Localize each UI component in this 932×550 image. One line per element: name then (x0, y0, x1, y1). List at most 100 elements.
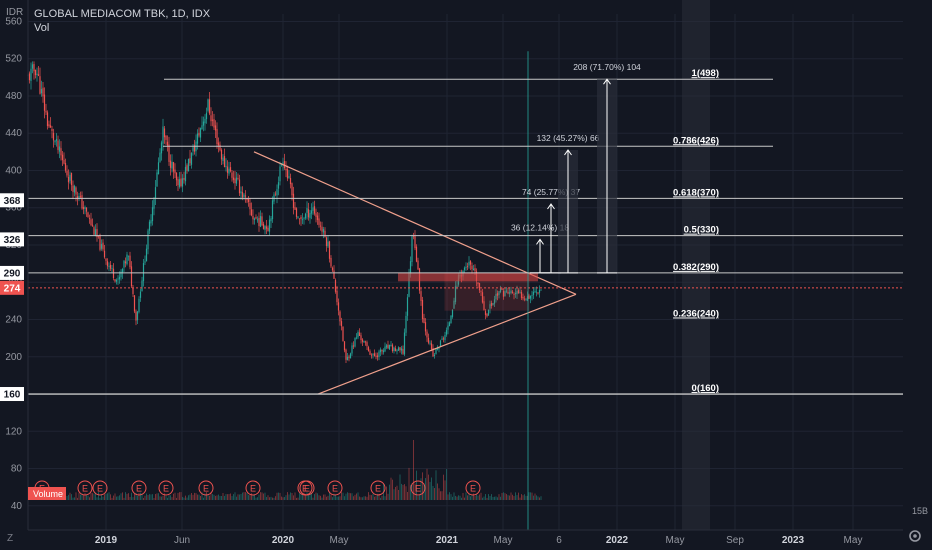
candle-body (252, 215, 254, 220)
candle-body (421, 299, 424, 319)
projection-arrowhead (564, 149, 572, 156)
earnings-marker-label: E (82, 484, 88, 494)
volume-bar (132, 497, 134, 500)
volume-bar (117, 496, 119, 500)
volume-bar (345, 493, 347, 500)
candle-body (181, 178, 184, 187)
candle-body (343, 341, 346, 351)
candle-body (540, 289, 542, 291)
candle-body (105, 258, 107, 261)
time-tick-label: 6 (556, 535, 562, 546)
volume-bar (225, 494, 227, 500)
volume-bar (449, 492, 450, 500)
candle-body (417, 260, 419, 270)
candle-body (265, 226, 268, 229)
earnings-marker-label: E (136, 484, 142, 494)
volume-bar (179, 492, 180, 500)
volume-badge[interactable] (28, 487, 66, 500)
gear-icon[interactable] (909, 530, 921, 542)
candle-body (498, 291, 500, 295)
volume-bar (233, 494, 234, 500)
candle-body (223, 156, 226, 167)
volume-bar (200, 495, 201, 500)
volume-bar (386, 486, 387, 500)
earnings-marker (245, 480, 261, 496)
volume-bar (92, 493, 93, 500)
volume-indicator-label[interactable]: Vol (34, 22, 49, 34)
candle-body (420, 291, 422, 301)
volume-bar (462, 492, 464, 500)
volume-bar (384, 496, 386, 500)
volume-bar (408, 467, 410, 500)
candle-body (331, 267, 334, 271)
candle-body (378, 351, 380, 357)
volume-bar (192, 494, 194, 500)
scale-label: 15B (912, 506, 928, 516)
candle-body (231, 172, 233, 178)
candlestick-series[interactable] (27, 61, 542, 363)
candle-body (307, 209, 310, 218)
volume-bar (470, 496, 471, 500)
candle-body (439, 340, 442, 347)
candle-body (478, 283, 481, 291)
volume-bar (300, 492, 302, 500)
candle-body (282, 162, 284, 166)
price-level-badge (0, 280, 24, 295)
volume-bar (360, 497, 362, 500)
volume-bar (441, 491, 443, 500)
volume-bar (204, 493, 206, 500)
price-projections: 36 (12.14%) 18 74 (25.77%) 37 132 (45.27%)… (511, 62, 641, 274)
volume-bar (402, 484, 404, 500)
volume-bar (314, 494, 315, 500)
resistance-zone (398, 272, 538, 282)
candle-body (180, 178, 182, 186)
volume-bar (294, 492, 296, 500)
volume-bar (206, 492, 207, 500)
volume-bar (236, 496, 237, 500)
volume-bar (282, 497, 284, 500)
volume-bar (281, 496, 282, 500)
candle-body (465, 266, 467, 268)
volume-bar (203, 497, 204, 500)
earnings-marker-label: E (97, 484, 103, 494)
volume-bar (315, 492, 317, 500)
candle-body (120, 271, 122, 278)
volume-bar (245, 492, 246, 500)
candle-body (141, 280, 143, 292)
candle-body (358, 332, 361, 336)
volume-bar (188, 495, 189, 500)
candle-body (31, 64, 34, 69)
candle-body (490, 302, 493, 307)
volume-bar (459, 495, 461, 500)
volume-bar (480, 492, 482, 500)
chart-title[interactable]: GLOBAL MEDIACOM TBK, 1D, IDX (34, 8, 211, 20)
candle-body (480, 291, 482, 292)
volume-bar (410, 484, 411, 500)
volume-bar (357, 492, 359, 500)
candle-body (463, 267, 466, 270)
price-axis[interactable]: 4080120160200240280320360400440480520560… (0, 0, 29, 530)
fib-level-label: 0(160) (692, 383, 719, 394)
projection-label: 132 (45.27%) 66 (537, 133, 600, 143)
candle-body (523, 298, 526, 300)
corner-label[interactable]: Z (7, 533, 13, 544)
candle-body (535, 291, 538, 293)
candle-body (241, 192, 244, 198)
candle-body (318, 218, 320, 225)
candle-body (450, 315, 452, 324)
candle-body (481, 292, 484, 303)
earnings-marker (327, 480, 343, 496)
volume-bar (155, 494, 156, 500)
candle-body (226, 166, 229, 173)
candle-body (357, 332, 359, 338)
earnings-marker (198, 480, 214, 496)
time-axis[interactable]: 2019 Jun 2020 May 2021 May 6 2022 May Sep 2023 May (28, 529, 903, 546)
candle-body (412, 235, 415, 237)
volume-bar (369, 494, 371, 500)
volume-bar (66, 496, 68, 500)
volume-bar (377, 493, 378, 500)
candle-body (355, 337, 358, 339)
volume-bar (264, 492, 266, 500)
earnings-marker (77, 480, 93, 496)
